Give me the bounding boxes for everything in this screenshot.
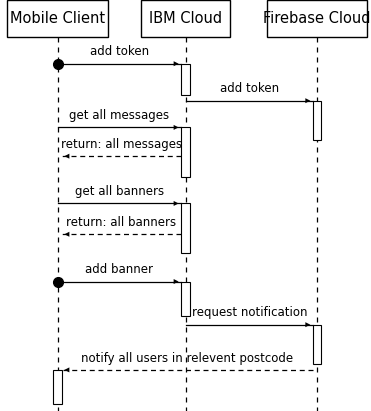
Text: get all messages: get all messages: [69, 109, 170, 122]
Text: return: all messages: return: all messages: [61, 138, 182, 151]
Bar: [181, 203, 190, 253]
Bar: [181, 64, 190, 95]
Bar: [313, 101, 321, 140]
Text: add token: add token: [90, 45, 149, 58]
Bar: [181, 127, 190, 177]
Text: get all banners: get all banners: [75, 185, 164, 198]
Bar: [7, 0, 108, 37]
Bar: [267, 0, 367, 37]
Text: Firebase Cloud: Firebase Cloud: [263, 11, 371, 26]
Text: return: all banners: return: all banners: [66, 216, 177, 229]
Text: add token: add token: [220, 82, 279, 95]
Bar: [141, 0, 230, 37]
Text: Mobile Client: Mobile Client: [10, 11, 105, 26]
Bar: [181, 282, 190, 316]
Text: IBM Cloud: IBM Cloud: [149, 11, 222, 26]
Text: request notification: request notification: [191, 306, 307, 319]
Text: add banner: add banner: [85, 263, 154, 276]
Bar: [313, 325, 321, 364]
Bar: [53, 370, 62, 404]
Text: notify all users in relevent postcode: notify all users in relevent postcode: [81, 351, 293, 365]
